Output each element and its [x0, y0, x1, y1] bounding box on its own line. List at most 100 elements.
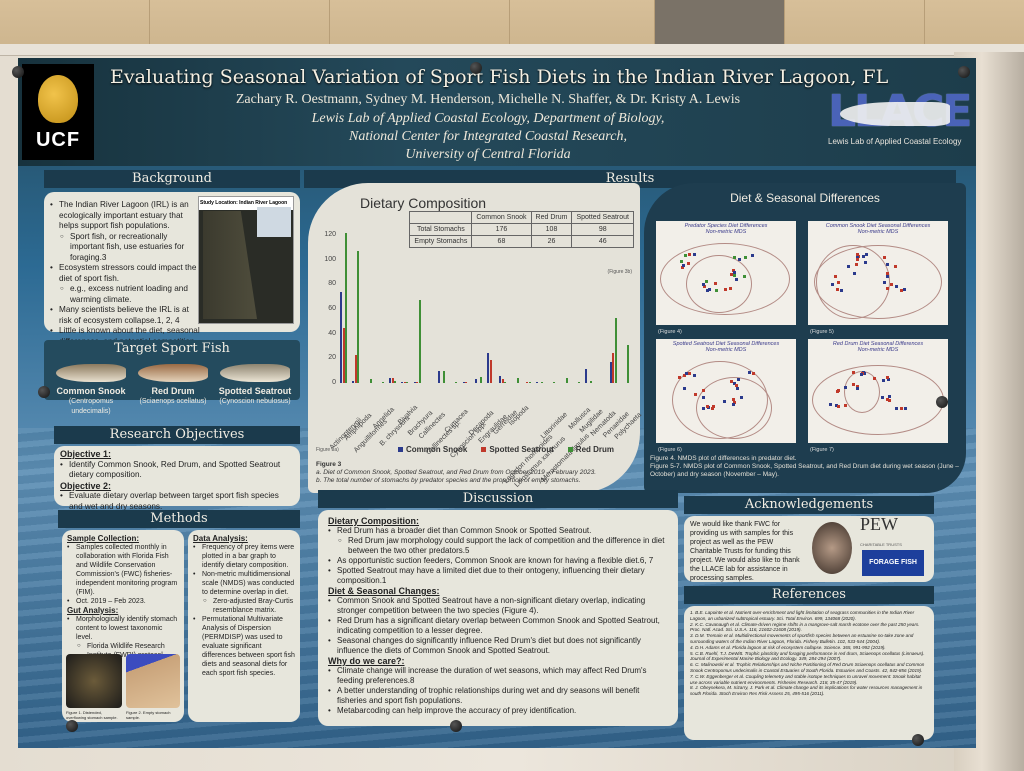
nmds-point [736, 378, 740, 382]
acknowledgements-text: We would like thank FWC for providing us… [690, 521, 800, 582]
chart-bar [585, 369, 587, 383]
chart-bar [443, 370, 445, 383]
nmds-subtitle: Non-metric MDS [705, 229, 747, 235]
nmds-point [686, 262, 690, 266]
pushpin [38, 386, 50, 398]
table-header: Common Snook [471, 211, 532, 224]
fish-row: Common Snook (Centropomus undecimalis) R… [50, 364, 296, 418]
objective-text: Evaluate dietary overlap between target … [60, 491, 294, 512]
nmds-point [707, 287, 711, 291]
nmds-point [714, 288, 718, 292]
reference-item: 3. D.M. Tremain et al. Multidirectional … [690, 633, 914, 644]
nmds-point [853, 271, 856, 275]
objective-label: Objective 1: [60, 449, 112, 459]
background-bullet: The Indian River Lagoon (IRL) is an ecol… [50, 200, 200, 232]
gut-analysis-label: Gut Analysis: [67, 606, 119, 615]
chart-bar [487, 353, 489, 383]
nmds-plot-spotted-seatrout: Spotted Seatrout Diet Seasonal Differenc… [656, 339, 796, 453]
nmds-ellipse [696, 377, 772, 439]
fish-name: Common Snook [56, 386, 126, 396]
nmds-point [702, 389, 706, 393]
reference-item: 4. D.H. Adams et al. Florida lagoon at r… [690, 644, 886, 650]
legend-label: Spotted Seatrout [489, 445, 554, 454]
nmds-point [735, 386, 739, 390]
y-tick-label: 100 [324, 255, 336, 263]
nmds-point [852, 371, 856, 375]
chart-legend: Common Snook Spotted Seatrout Red Drum [398, 445, 614, 454]
dietary-composition-panel: Dietary Composition Common Snook Red Dru… [308, 183, 643, 493]
ucf-logo-text: UCF [35, 129, 81, 151]
nmds-point [711, 404, 715, 408]
chart-bar [406, 381, 409, 383]
nmds-point [732, 274, 736, 278]
nmds-point [886, 375, 890, 379]
nmds-point [751, 371, 755, 375]
pegasus-icon [38, 75, 78, 123]
nmds-point [836, 288, 840, 291]
pew-logo: PEW [860, 514, 898, 534]
nmds-point [702, 285, 706, 289]
map-caption: Study Location: Indian River Lagoon [199, 197, 293, 210]
legend-item: Red Drum [567, 445, 614, 454]
nmds-point [830, 282, 834, 286]
affiliation-line: National Center for Integrated Coastal R… [349, 129, 627, 144]
nmds-point [704, 280, 708, 284]
discussion-bullet: As opportunistic suction feeders, Common… [328, 556, 668, 566]
figure4-caption: Figure 4. NMDS plot of differences in pr… [650, 455, 797, 462]
table-header-row: Common Snook Red Drum Spotted Seatrout [409, 211, 634, 224]
nmds-point [732, 271, 736, 275]
discussion-heading: Discussion [318, 490, 678, 508]
nmds-point [844, 386, 848, 390]
acknowledgements-box: We would like thank FWC for providing us… [684, 514, 934, 582]
chart-x-axis: Actinopterygii Amphipoda Anguilliformes Ann… [329, 387, 643, 489]
nmds-point [903, 288, 907, 291]
chart-bar [553, 381, 556, 383]
chart-bar [345, 232, 347, 383]
references-heading: References [684, 586, 934, 604]
pushpin [936, 396, 948, 408]
pushpin [470, 62, 482, 74]
nmds-point [682, 263, 686, 267]
chart-bar [499, 375, 502, 383]
nmds-point [734, 384, 738, 388]
llace-logo: LLACE Lewis Lab of Applied Coastal Ecolo… [828, 86, 972, 162]
chart-bar [479, 376, 482, 383]
chart-bar [401, 381, 404, 383]
nmds-point [738, 258, 742, 262]
legend-item: Spotted Seatrout [481, 445, 554, 454]
chart-bar [526, 381, 529, 383]
nmds-point [886, 377, 890, 381]
y-tick-label: 80 [328, 280, 336, 288]
nmds-point [886, 271, 890, 275]
nmds-point [880, 396, 884, 400]
figure-label: (Figure 4) [658, 329, 682, 335]
fish-name: Spotted Seatrout [218, 386, 292, 396]
method-bullet: Oct. 2019 – Feb 2023. [67, 597, 179, 606]
nmds-point [863, 260, 867, 264]
nmds-point [851, 383, 855, 387]
fish-icon [220, 364, 290, 382]
chart-bar [438, 370, 440, 383]
method-bullet: Non-metric multidimensional scale (NMDS)… [193, 570, 295, 597]
sample-collection-label: Sample Collection: [67, 534, 140, 543]
chart-bar [577, 381, 580, 383]
nmds-point [747, 371, 751, 375]
references-box: 1. B.E. Lapointe et al. Nutrient over-en… [684, 606, 934, 740]
fish-silhouette-icon [840, 102, 950, 126]
nmds-point [723, 400, 727, 404]
fish-spotted-seatrout: Spotted Seatrout (Cynoscion nebulosus) [214, 364, 296, 418]
discussion-bullet: A better understanding of trophic relati… [328, 686, 668, 706]
nmds-point [750, 254, 754, 258]
chart-bar [354, 354, 357, 383]
background-box: The Indian River Lagoon (IRL) is an ecol… [44, 192, 300, 356]
background-bullet: Ecosystem stressors could impact the die… [50, 263, 200, 284]
reference-item: 5. C.B. Ruehl, T.J. DeWitt. Trophic plas… [690, 650, 925, 662]
nmds-point [835, 403, 839, 407]
forage-fish-logo: FORAGE FISH [862, 550, 924, 576]
background-bullet: Sport fish, or recreationally important … [50, 232, 200, 264]
objectives-heading: Research Objectives [54, 426, 300, 444]
nmds-point [883, 280, 887, 284]
fish-name: Red Drum [151, 386, 195, 396]
nmds-plot-predator: Predator Species Diet Differences Non-me… [656, 221, 796, 335]
nmds-point [840, 288, 843, 292]
